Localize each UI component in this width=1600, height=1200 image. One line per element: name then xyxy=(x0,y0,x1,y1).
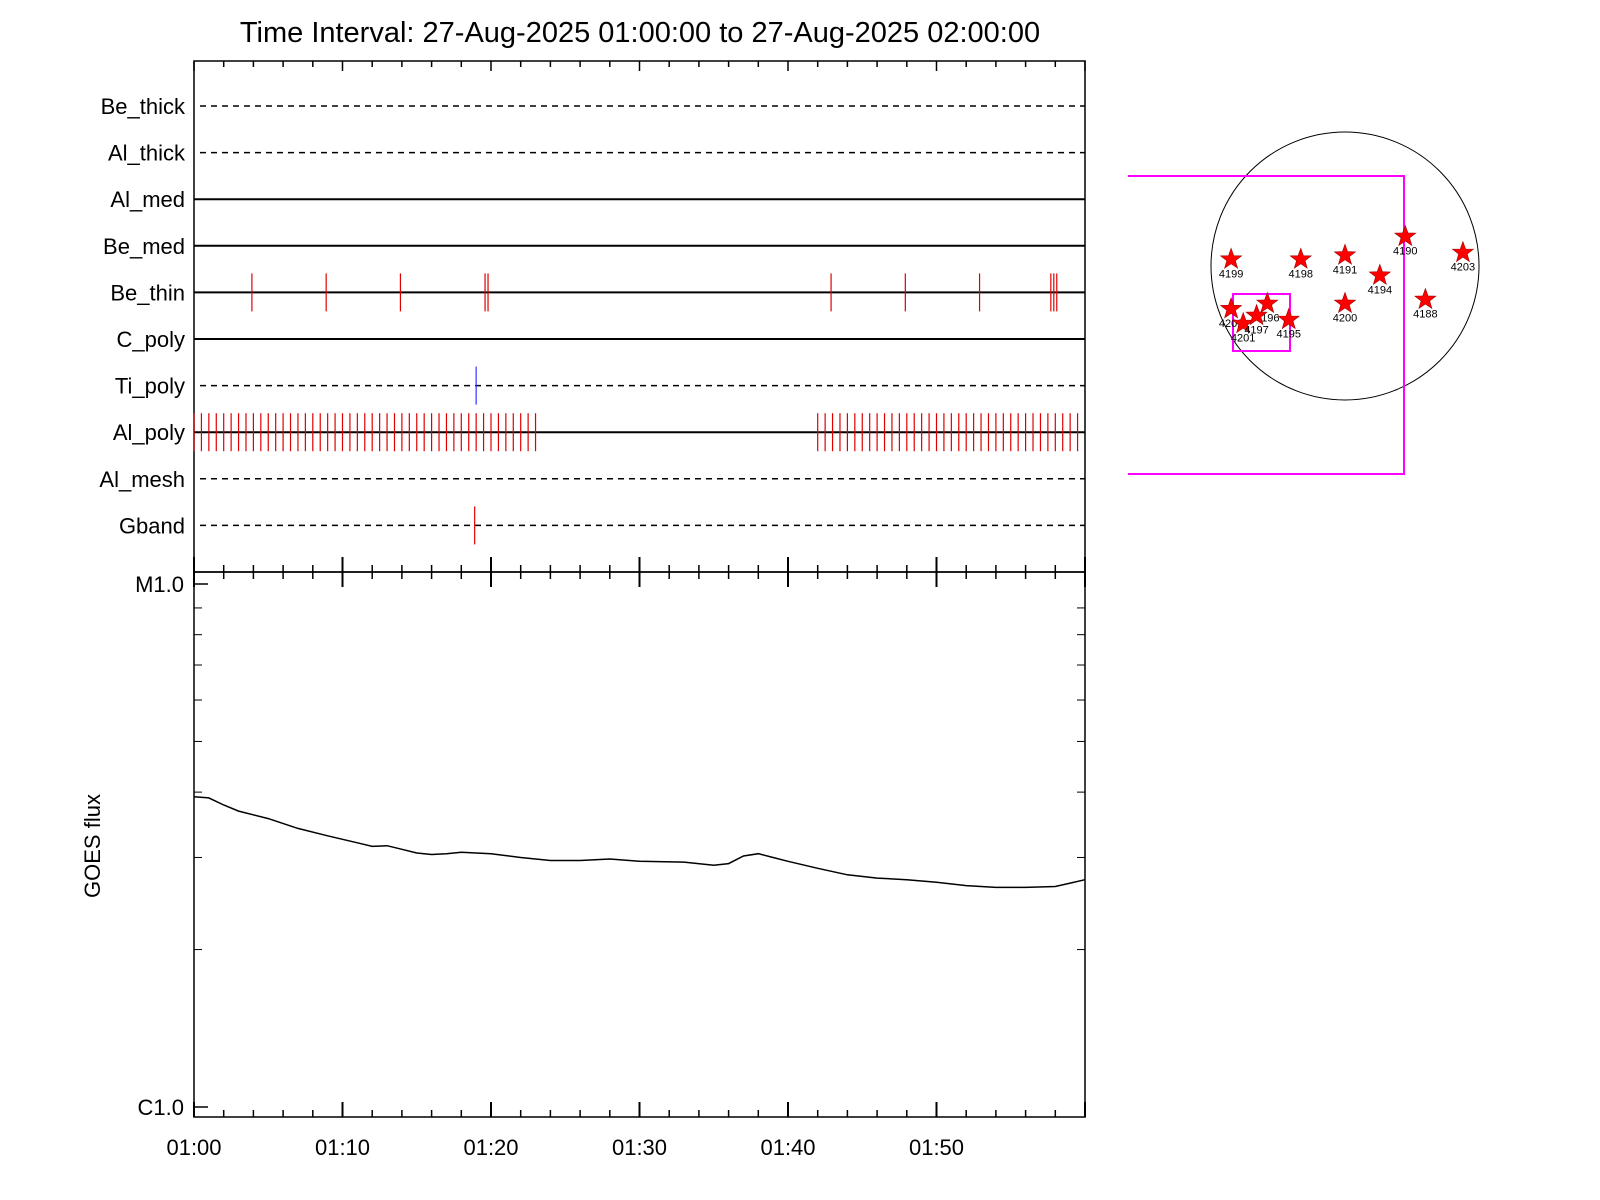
active-region-marker xyxy=(1289,247,1313,269)
active-region-marker xyxy=(1414,287,1437,310)
active-region-marker xyxy=(1219,247,1243,269)
goes-flux-panel: 01:00 01:10 01:20 01:30 01:40 01:50 M1.0 C1.0 xyxy=(135,571,1086,1160)
active-region-label: 4203 xyxy=(1451,262,1475,274)
active-region-marker xyxy=(1245,303,1268,326)
channel-label: Gband xyxy=(119,513,185,538)
active-region-marker xyxy=(1333,291,1357,314)
flux-frame xyxy=(193,571,1086,1118)
field-of-view-box xyxy=(1128,175,1405,475)
active-region-label: 4195 xyxy=(1276,329,1300,341)
active-region-label: 4197 xyxy=(1244,325,1268,337)
active-region-label: 4200 xyxy=(1333,313,1357,325)
active-region-label: 4198 xyxy=(1289,268,1313,280)
x-tick-label: 01:30 xyxy=(612,1135,667,1160)
active-region-marker xyxy=(1255,291,1279,314)
active-region-marker xyxy=(1277,307,1301,330)
active-region-label: 4201 xyxy=(1231,333,1255,345)
solar-disk-map: 4199 4198 41914190420341944188420042024201… xyxy=(1128,131,1480,475)
channel-label: Ti_poly xyxy=(115,374,185,399)
active-region-label: 4194 xyxy=(1368,284,1392,296)
y-tick-label: M1.0 xyxy=(135,572,184,597)
channel-label: Al_med xyxy=(110,187,185,212)
y-axis-label: GOES flux xyxy=(80,794,105,898)
active-region-marker xyxy=(1219,297,1243,319)
channel-label: Be_thick xyxy=(101,94,186,119)
active-region-label: 4190 xyxy=(1393,246,1417,258)
active-region-label: 4188 xyxy=(1413,309,1437,321)
active-region-marker xyxy=(1451,240,1475,263)
channel-label: Al_mesh xyxy=(99,467,185,492)
x-tick-label: 01:00 xyxy=(166,1135,221,1160)
x-tick-label: 01:50 xyxy=(909,1135,964,1160)
active-region-label: 4199 xyxy=(1219,268,1243,280)
channel-label: C_poly xyxy=(117,327,185,352)
active-region-label: 4191 xyxy=(1333,264,1357,276)
solar-disk-outline xyxy=(1210,131,1480,401)
timeline-frame xyxy=(193,60,1086,573)
channel-label: Be_thin xyxy=(110,280,185,305)
chart-title: Time Interval: 27-Aug-2025 01:00:00 to 2… xyxy=(240,17,1040,49)
x-tick-label: 01:40 xyxy=(760,1135,815,1160)
active-region-marker xyxy=(1393,224,1417,247)
y-tick-label: C1.0 xyxy=(138,1095,184,1120)
channel-label: Al_thick xyxy=(108,141,186,166)
channel-timeline-panel: Be_thick Al_thick Al_med Be_med Be_thin C_pol… xyxy=(99,60,1086,573)
x-tick-label: 01:20 xyxy=(463,1135,518,1160)
x-tick-label: 01:10 xyxy=(315,1135,370,1160)
active-region-marker xyxy=(1333,243,1357,265)
active-region-marker xyxy=(1231,311,1255,334)
channel-label: Be_med xyxy=(103,234,185,259)
goes-flux-line xyxy=(193,795,1086,889)
channel-label: Al_poly xyxy=(113,420,185,445)
active-region-marker xyxy=(1368,263,1392,286)
